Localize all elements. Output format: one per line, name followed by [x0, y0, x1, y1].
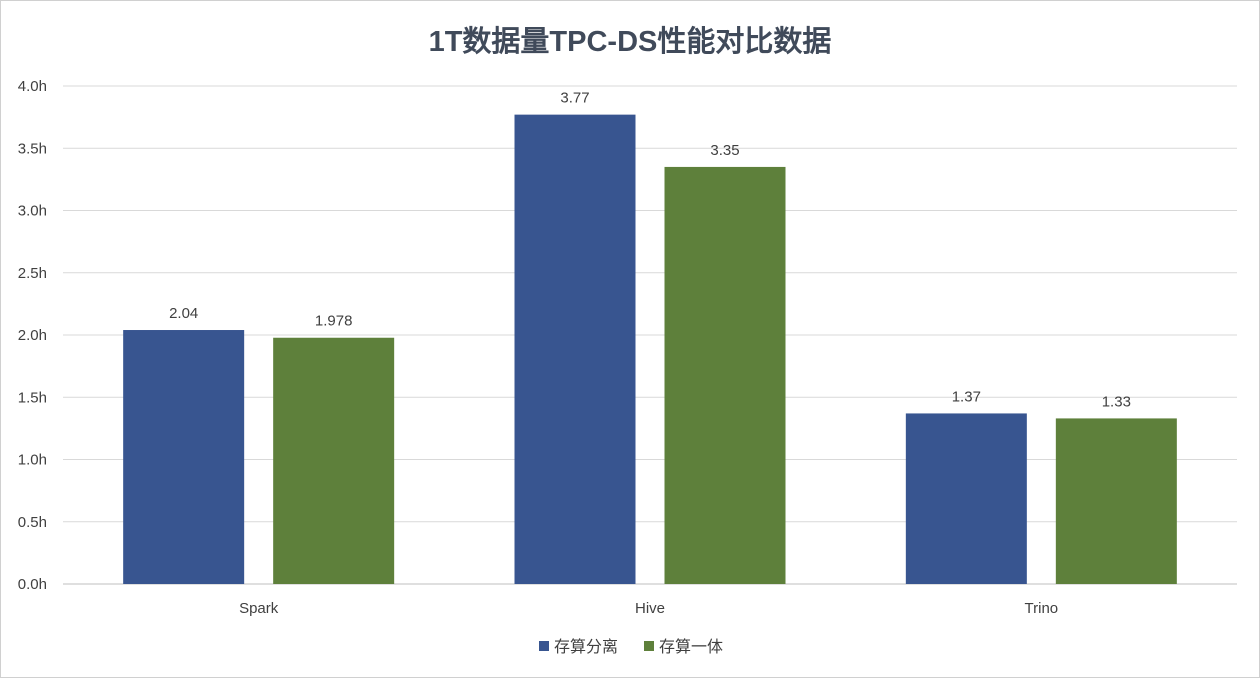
legend-swatch [539, 641, 549, 651]
y-axis-ticks: 0.0h 0.5h 1.0h 1.5h 2.0h 2.5h 3.0h 3.5h 4.0h [18, 78, 47, 593]
data-label: 1.33 [1102, 393, 1131, 410]
gridlines [63, 85, 1237, 585]
y-tick-label: 2.5h [18, 265, 47, 282]
bar-hive-series-1 [514, 114, 636, 584]
x-category-label: Spark [239, 600, 279, 617]
data-label: 1.978 [315, 313, 353, 330]
data-label: 3.35 [710, 142, 739, 159]
y-tick-label: 0.5h [18, 514, 47, 531]
x-axis-categories: Spark Hive Trino [239, 600, 1058, 617]
y-tick-label: 0.0h [18, 576, 47, 593]
legend-swatch [644, 641, 654, 651]
bar-hive-series-2 [664, 166, 786, 585]
chart-title: 1T数据量TPC-DS性能对比数据 [429, 25, 832, 58]
x-category-label: Trino [1025, 600, 1059, 617]
data-label: 2.04 [169, 305, 198, 322]
legend-label: 存算分离 [554, 637, 618, 656]
y-tick-label: 3.5h [18, 140, 47, 157]
legend: 存算分离 存算一体 [539, 637, 723, 656]
legend-label: 存算一体 [659, 637, 723, 656]
data-label: 3.77 [560, 90, 589, 107]
y-tick-label: 1.5h [18, 389, 47, 406]
y-tick-label: 2.0h [18, 327, 47, 344]
y-tick-label: 1.0h [18, 452, 47, 469]
bar-spark-series-1 [123, 330, 245, 584]
data-label: 1.37 [952, 388, 981, 405]
data-labels: 2.04 1.978 3.77 3.35 1.37 1.33 [169, 90, 1131, 411]
y-tick-label: 4.0h [18, 78, 47, 95]
x-category-label: Hive [635, 600, 665, 617]
y-tick-label: 3.0h [18, 203, 47, 220]
bar-trino-series-2 [1055, 418, 1177, 584]
bar-spark-series-2 [273, 337, 395, 584]
bar-trino-series-1 [905, 413, 1027, 584]
bars [123, 114, 1177, 585]
